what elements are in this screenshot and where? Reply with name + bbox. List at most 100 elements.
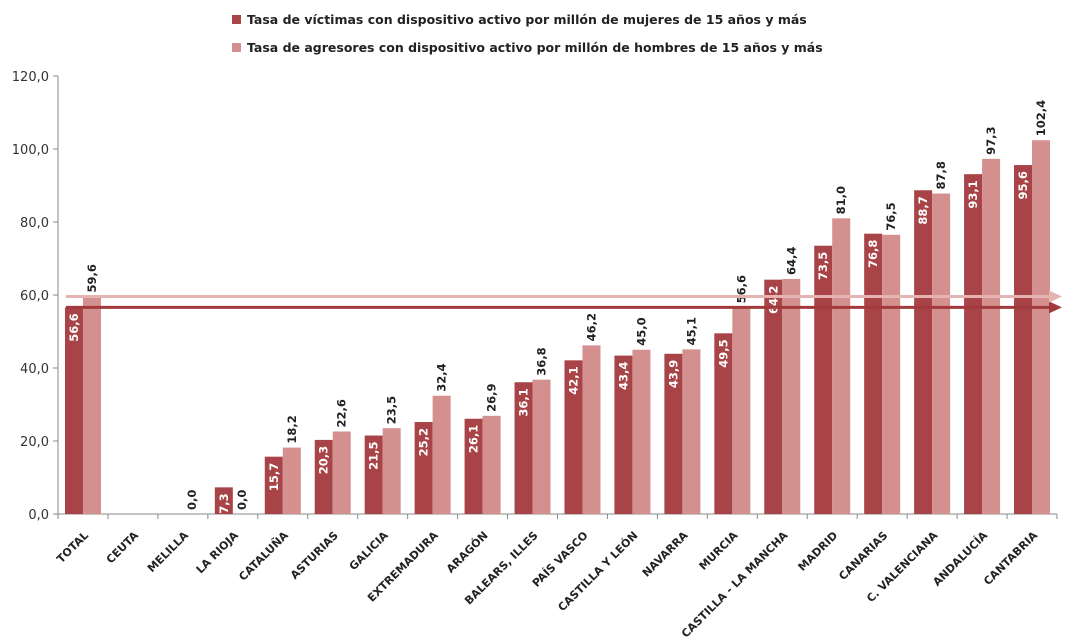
data-label-victims: 49,5 <box>716 339 730 367</box>
reference-arrowhead-victims <box>1049 301 1062 314</box>
x-category-label: LA RIOJA <box>194 529 242 577</box>
data-label-victims: 21,5 <box>367 442 381 470</box>
bar-victims <box>264 456 283 514</box>
legend-label-aggressors: Tasa de agresores con dispositivo activo… <box>247 39 823 55</box>
bar-aggressors <box>482 415 501 514</box>
x-category-label: ASTURIAS <box>288 529 341 582</box>
bar-victims <box>1014 165 1033 514</box>
y-tick-label: 20,0 <box>20 435 49 450</box>
bar-aggressors <box>782 278 801 514</box>
data-label-aggressors: 0,0 <box>235 490 249 510</box>
bar-aggressors <box>332 431 351 514</box>
x-category-label: GALICIA <box>347 529 391 573</box>
bar-aggressors <box>882 234 901 514</box>
legend-swatch-aggressors <box>232 42 241 52</box>
y-tick-label: 120,0 <box>12 70 49 85</box>
data-label-victims: 93,1 <box>966 180 980 208</box>
data-label-victims: 26,1 <box>467 425 481 453</box>
data-label-victims: 64,2 <box>766 286 780 314</box>
data-label-victims: 20,3 <box>317 446 331 474</box>
x-category-label: CASTILLA - LA MANCHA <box>679 529 791 641</box>
bar-aggressors <box>582 345 601 514</box>
data-label-aggressors: 102,4 <box>1034 100 1048 136</box>
bar-victims <box>414 422 433 514</box>
bar-victims <box>964 174 983 514</box>
x-category-label: CATALUÑA <box>236 529 291 584</box>
data-label-aggressors: 76,5 <box>884 202 898 230</box>
bar-victims <box>714 333 733 514</box>
bar-victims <box>464 418 483 514</box>
bar-aggressors <box>1032 140 1051 515</box>
bar-aggressors <box>432 395 451 514</box>
data-label-victims: 7,3 <box>217 493 231 513</box>
bar-victims <box>64 307 83 514</box>
bar-aggressors <box>932 193 951 514</box>
data-label-aggressors: 0,0 <box>185 490 199 510</box>
data-label-victims: 36,1 <box>517 388 531 416</box>
data-label-victims: 43,4 <box>616 362 630 390</box>
y-tick-label: 100,0 <box>12 143 49 158</box>
bar-aggressors <box>382 428 401 514</box>
legend-swatch-victims <box>232 14 241 24</box>
data-label-aggressors: 97,3 <box>984 126 998 154</box>
x-category-label: TOTAL <box>54 529 91 566</box>
data-label-victims: 95,6 <box>1016 171 1030 199</box>
y-tick-label: 80,0 <box>20 216 49 231</box>
data-label-victims: 76,8 <box>866 240 880 268</box>
data-label-aggressors: 45,0 <box>634 317 648 345</box>
data-label-aggressors: 36,8 <box>535 347 549 375</box>
data-label-aggressors: 87,8 <box>934 161 948 189</box>
data-label-aggressors: 26,9 <box>485 383 499 411</box>
bar-victims <box>814 245 833 514</box>
data-label-victims: 43,9 <box>666 360 680 388</box>
x-category-label: NAVARRA <box>640 529 691 580</box>
bar-aggressors <box>732 307 751 514</box>
data-label-aggressors: 22,6 <box>335 399 349 427</box>
data-label-aggressors: 18,2 <box>285 415 299 443</box>
data-label-victims: 25,2 <box>417 428 431 456</box>
data-label-victims: 73,5 <box>816 252 830 280</box>
data-label-victims: 15,7 <box>267 463 281 491</box>
bar-victims <box>364 435 383 514</box>
data-label-aggressors: 56,6 <box>734 275 748 303</box>
x-category-label: MELILLA <box>145 529 191 575</box>
x-category-label: MURCIA <box>697 529 741 573</box>
bar-aggressors <box>532 379 551 514</box>
bar-victims <box>614 355 633 514</box>
bar-aggressors <box>982 158 1001 515</box>
bar-victims <box>664 353 683 514</box>
data-label-aggressors: 46,2 <box>584 313 598 341</box>
bar-victims <box>764 279 783 514</box>
bar-victims <box>514 382 533 514</box>
legend: Tasa de víctimas con dispositivo activo … <box>232 8 823 64</box>
data-label-aggressors: 32,4 <box>435 363 449 391</box>
data-label-aggressors: 64,4 <box>784 247 798 275</box>
bar-aggressors <box>82 296 101 514</box>
bar-victims <box>314 439 333 514</box>
bar-victims <box>214 487 233 514</box>
x-category-label: CANTABRIA <box>981 529 1040 588</box>
data-label-victims: 88,7 <box>916 196 930 224</box>
legend-label-victims: Tasa de víctimas con dispositivo activo … <box>247 11 807 27</box>
bar-victims <box>864 233 883 514</box>
bar-aggressors <box>632 349 651 514</box>
reference-arrowhead-aggressors <box>1049 290 1062 303</box>
x-category-label: MADRID <box>796 529 841 574</box>
data-label-aggressors: 81,0 <box>834 186 848 214</box>
bar-victims <box>564 360 583 514</box>
x-category-label: CEUTA <box>104 529 142 567</box>
bar-victims <box>914 190 933 514</box>
legend-item-aggressors: Tasa de agresores con dispositivo activo… <box>232 36 823 58</box>
data-label-victims: 42,1 <box>566 366 580 394</box>
y-tick-label: 60,0 <box>20 289 49 304</box>
data-label-aggressors: 59,6 <box>85 264 99 292</box>
y-tick-label: 0,0 <box>28 508 49 523</box>
x-category-label: ARAGÓN <box>444 529 491 576</box>
legend-item-victims: Tasa de víctimas con dispositivo activo … <box>232 8 823 30</box>
data-label-aggressors: 45,1 <box>684 317 698 345</box>
data-label-victims: 56,6 <box>67 313 81 341</box>
bar-aggressors <box>682 349 701 514</box>
bar-aggressors <box>832 218 851 514</box>
